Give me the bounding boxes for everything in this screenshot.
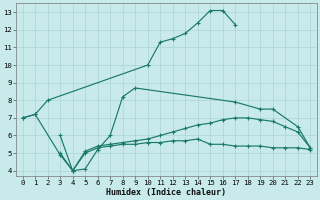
X-axis label: Humidex (Indice chaleur): Humidex (Indice chaleur) (107, 188, 227, 197)
